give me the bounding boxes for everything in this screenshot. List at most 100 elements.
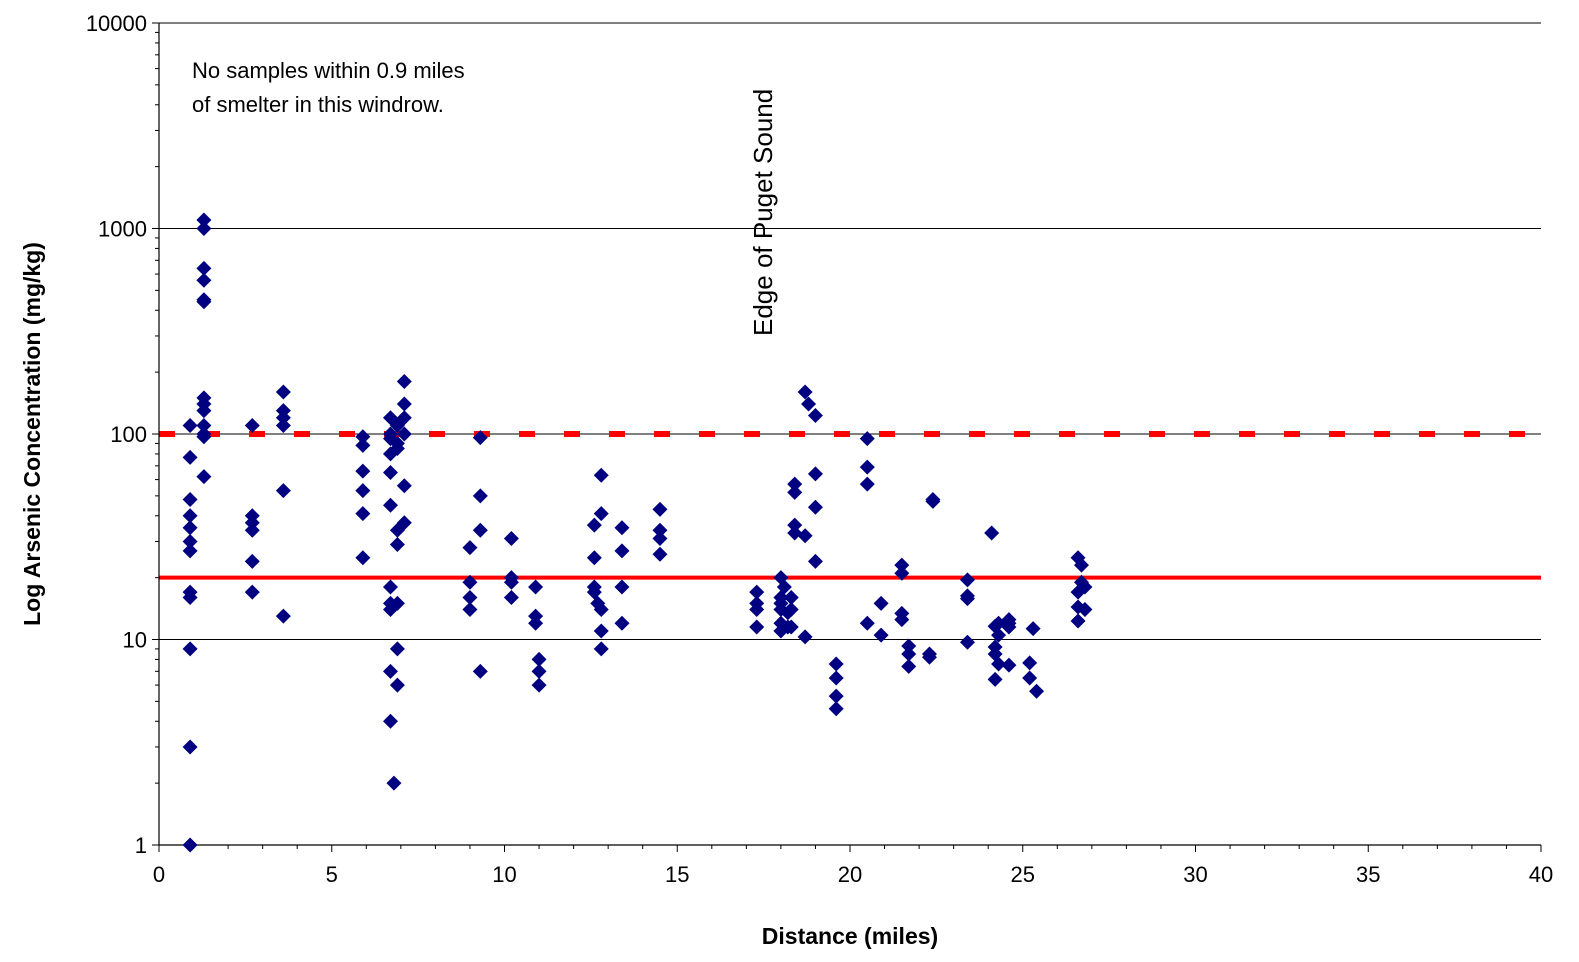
y-tick-label: 100 bbox=[110, 422, 147, 447]
no-samples-note-line-1: No samples within 0.9 miles bbox=[192, 58, 465, 83]
data-point bbox=[614, 580, 629, 595]
data-point bbox=[594, 506, 609, 521]
data-point bbox=[798, 528, 813, 543]
data-point bbox=[960, 572, 975, 587]
data-point bbox=[860, 460, 875, 475]
data-point bbox=[397, 396, 412, 411]
data-point bbox=[808, 554, 823, 569]
x-axis-title: Distance (miles) bbox=[762, 923, 938, 949]
data-point bbox=[532, 664, 547, 679]
data-point bbox=[960, 635, 975, 650]
data-point bbox=[183, 641, 198, 656]
data-point bbox=[355, 483, 370, 498]
data-point bbox=[196, 221, 211, 236]
data-point bbox=[473, 488, 488, 503]
data-point bbox=[860, 616, 875, 631]
data-point bbox=[183, 520, 198, 535]
data-point bbox=[860, 431, 875, 446]
x-tick-label: 20 bbox=[838, 862, 862, 887]
data-point bbox=[1022, 670, 1037, 685]
y-tick-label: 1000 bbox=[98, 217, 147, 242]
data-point bbox=[1029, 684, 1044, 699]
data-point bbox=[829, 670, 844, 685]
data-point bbox=[383, 580, 398, 595]
x-tick-label: 0 bbox=[153, 862, 165, 887]
data-point bbox=[829, 701, 844, 716]
tick-labels: 1 10 100 1000 10000 0 5 10 15 20 25 30 35 40 bbox=[86, 11, 1553, 887]
data-point bbox=[276, 483, 291, 498]
data-point bbox=[473, 664, 488, 679]
data-point bbox=[808, 500, 823, 515]
x-tick-label: 30 bbox=[1183, 862, 1207, 887]
data-point bbox=[397, 374, 412, 389]
data-point bbox=[874, 596, 889, 611]
data-point bbox=[355, 506, 370, 521]
data-point bbox=[594, 623, 609, 638]
data-point bbox=[528, 580, 543, 595]
data-point bbox=[829, 656, 844, 671]
y-tick-label: 10000 bbox=[86, 11, 147, 36]
x-tick-label: 40 bbox=[1529, 862, 1553, 887]
x-tick-label: 25 bbox=[1011, 862, 1035, 887]
data-point bbox=[276, 609, 291, 624]
data-point bbox=[355, 438, 370, 453]
data-point bbox=[652, 502, 667, 517]
data-point bbox=[276, 418, 291, 433]
data-point bbox=[183, 418, 198, 433]
x-tick-label: 35 bbox=[1356, 862, 1380, 887]
data-point bbox=[587, 550, 602, 565]
data-point bbox=[787, 525, 802, 540]
data-point bbox=[245, 554, 260, 569]
data-point bbox=[383, 664, 398, 679]
data-point bbox=[386, 776, 401, 791]
data-point bbox=[1001, 658, 1016, 673]
data-point bbox=[901, 659, 916, 674]
data-point bbox=[183, 492, 198, 507]
data-point bbox=[196, 469, 211, 484]
data-point bbox=[504, 590, 519, 605]
data-point bbox=[355, 464, 370, 479]
y-axis-title: Log Arsenic Concentration (mg/kg) bbox=[19, 242, 45, 626]
data-point bbox=[383, 498, 398, 513]
data-point bbox=[355, 550, 370, 565]
data-point bbox=[383, 465, 398, 480]
data-point bbox=[504, 531, 519, 546]
data-point bbox=[473, 523, 488, 538]
data-point bbox=[860, 477, 875, 492]
data-point bbox=[1071, 614, 1086, 629]
data-point bbox=[614, 616, 629, 631]
data-point bbox=[196, 273, 211, 288]
data-point bbox=[801, 396, 816, 411]
data-point bbox=[276, 385, 291, 400]
data-point bbox=[874, 628, 889, 643]
edge-of-puget-sound-label: Edge of Puget Sound bbox=[748, 89, 778, 336]
data-point bbox=[652, 531, 667, 546]
data-point bbox=[245, 418, 260, 433]
data-point bbox=[594, 641, 609, 656]
data-point bbox=[988, 672, 1003, 687]
data-point bbox=[183, 838, 198, 853]
data-point bbox=[390, 537, 405, 552]
data-point bbox=[390, 641, 405, 656]
data-point bbox=[652, 547, 667, 562]
data-point bbox=[614, 520, 629, 535]
data-point bbox=[594, 468, 609, 483]
data-point bbox=[787, 485, 802, 500]
data-point bbox=[925, 494, 940, 509]
data-point bbox=[245, 585, 260, 600]
data-point bbox=[798, 385, 813, 400]
data-point bbox=[462, 602, 477, 617]
data-point bbox=[749, 620, 764, 635]
data-point bbox=[183, 543, 198, 558]
data-point bbox=[808, 466, 823, 481]
x-tick-label: 5 bbox=[326, 862, 338, 887]
data-point bbox=[808, 408, 823, 423]
data-point bbox=[245, 523, 260, 538]
data-point bbox=[1022, 655, 1037, 670]
data-point bbox=[390, 678, 405, 693]
data-point bbox=[984, 525, 999, 540]
data-point bbox=[587, 518, 602, 533]
data-point bbox=[462, 540, 477, 555]
data-point bbox=[397, 478, 412, 493]
